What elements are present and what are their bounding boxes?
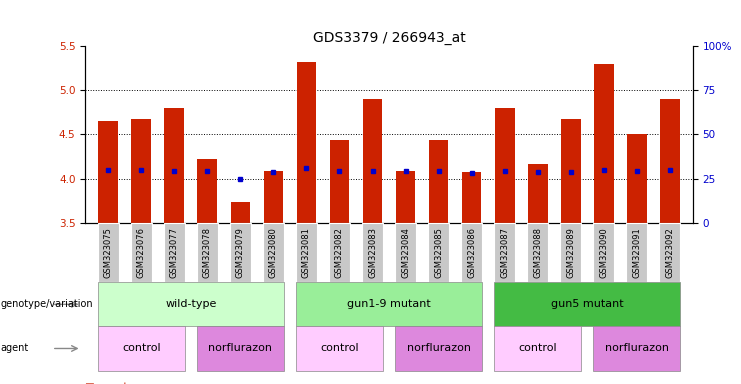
Text: GSM323088: GSM323088 (533, 227, 542, 278)
Bar (131, 119, 151, 223)
Text: GSM323086: GSM323086 (467, 227, 476, 278)
Text: gun1-9 mutant: gun1-9 mutant (347, 299, 431, 310)
Text: agent: agent (1, 343, 29, 354)
Text: GSM323075: GSM323075 (104, 227, 113, 278)
Bar (561, 119, 580, 223)
Text: GSM323078: GSM323078 (203, 227, 212, 278)
Text: GSM323089: GSM323089 (566, 227, 575, 278)
Text: GSM323077: GSM323077 (170, 227, 179, 278)
Text: gun5 mutant: gun5 mutant (551, 299, 623, 310)
Title: GDS3379 / 266943_at: GDS3379 / 266943_at (313, 31, 465, 45)
Bar (230, 202, 250, 223)
Bar (462, 172, 482, 223)
Text: GSM323076: GSM323076 (137, 227, 146, 278)
Bar (330, 140, 350, 223)
Bar (627, 134, 647, 223)
Text: norflurazon: norflurazon (208, 343, 273, 354)
Bar (296, 62, 316, 223)
Text: GSM323087: GSM323087 (500, 227, 509, 278)
Text: GSM323090: GSM323090 (599, 227, 608, 278)
Bar (528, 164, 548, 223)
Text: GSM323079: GSM323079 (236, 227, 245, 278)
Bar (428, 140, 448, 223)
Text: norflurazon: norflurazon (407, 343, 471, 354)
Bar (396, 170, 416, 223)
Bar (198, 159, 217, 223)
Text: wild-type: wild-type (165, 299, 216, 310)
Text: GSM323082: GSM323082 (335, 227, 344, 278)
Text: GSM323091: GSM323091 (632, 227, 641, 278)
Bar (264, 172, 283, 223)
Text: norflurazon: norflurazon (605, 343, 668, 354)
Text: GSM323083: GSM323083 (368, 227, 377, 278)
Bar (659, 99, 679, 223)
Bar (99, 121, 119, 223)
Bar (165, 108, 185, 223)
Text: GSM323085: GSM323085 (434, 227, 443, 278)
Text: control: control (122, 343, 161, 354)
Text: control: control (518, 343, 557, 354)
Text: genotype/variation: genotype/variation (1, 299, 93, 310)
Bar (594, 64, 614, 223)
Text: GSM323081: GSM323081 (302, 227, 311, 278)
Text: GSM323080: GSM323080 (269, 227, 278, 278)
Bar (362, 99, 382, 223)
Bar (495, 108, 514, 223)
Text: GSM323092: GSM323092 (665, 227, 674, 278)
Text: ■ count: ■ count (85, 382, 127, 384)
Text: control: control (320, 343, 359, 354)
Text: GSM323084: GSM323084 (401, 227, 410, 278)
